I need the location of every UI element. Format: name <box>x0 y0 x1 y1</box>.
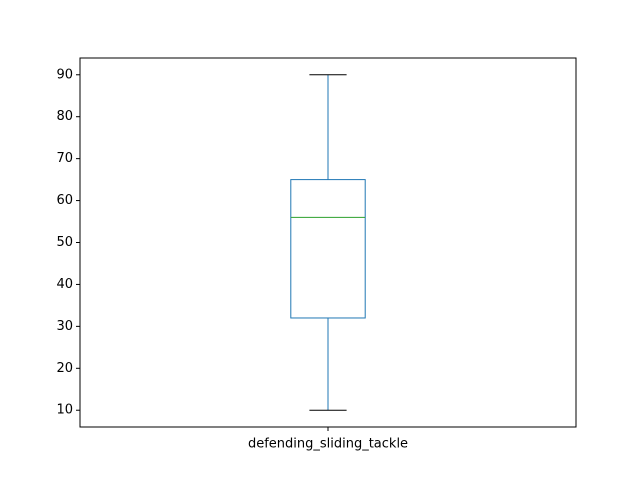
box-marks <box>290 74 366 411</box>
y-tick-label: 40 <box>56 277 73 292</box>
x-axis-ticks: defending_sliding_tackle <box>248 427 408 452</box>
axes-frame <box>79 57 577 428</box>
y-tick-label: 20 <box>56 361 73 376</box>
y-tick-label: 30 <box>56 319 73 334</box>
y-tick-label: 70 <box>56 151 73 166</box>
y-axis-ticks: 10 20 30 40 50 60 70 80 90 <box>56 67 80 418</box>
y-tick-label: 10 <box>56 403 73 418</box>
y-tick-label: 60 <box>56 193 73 208</box>
y-tick-label: 90 <box>56 67 73 82</box>
box-defending_sliding_tackle <box>290 74 366 411</box>
y-tick-label: 50 <box>56 235 73 250</box>
y-tick-label: 80 <box>56 109 73 124</box>
iqr-box <box>290 179 366 319</box>
x-tick-label: defending_sliding_tackle <box>248 437 408 452</box>
